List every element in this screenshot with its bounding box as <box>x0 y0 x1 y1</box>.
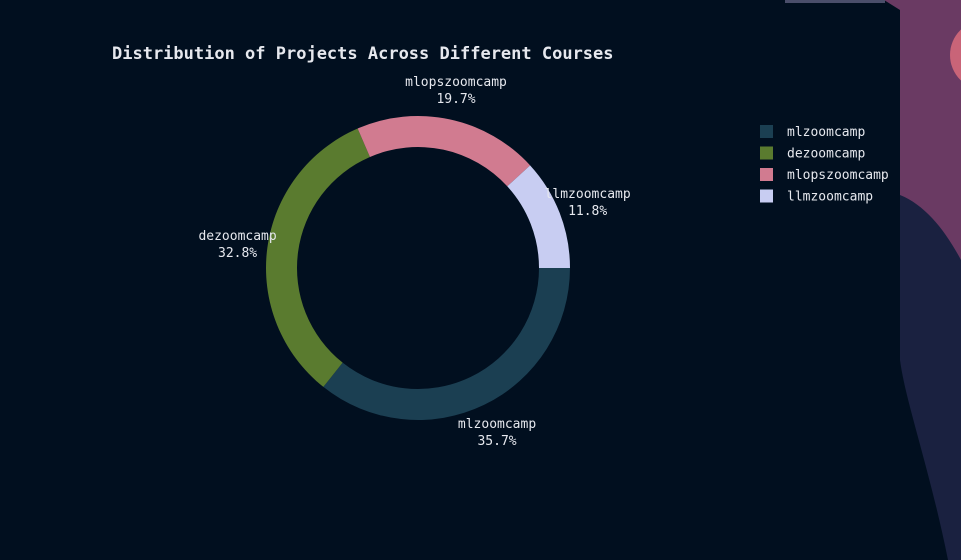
slice-label-name: mlopszoomcamp <box>405 75 507 90</box>
legend-label: llmzoomcamp <box>787 190 873 205</box>
donut-slice <box>357 116 531 187</box>
slice-label-value: 35.7% <box>477 434 516 449</box>
decor-shape <box>785 0 885 3</box>
slice-label: mlopszoomcamp 19.7% <box>405 75 507 107</box>
donut-slice <box>265 128 370 387</box>
slice-label: dezoomcamp 32.8% <box>198 229 276 261</box>
legend-swatch <box>760 168 773 181</box>
slice-label-name: dezoomcamp <box>198 229 276 244</box>
chart-title: Distribution of Projects Across Differen… <box>112 44 614 64</box>
slice-label-name: mlzoomcamp <box>458 417 536 432</box>
slice-label-value: 32.8% <box>218 246 257 261</box>
legend-label: dezoomcamp <box>787 147 865 162</box>
slice-label: llmzoomcamp 11.8% <box>545 187 631 219</box>
slice-label-name: llmzoomcamp <box>545 187 631 202</box>
slice-label: mlzoomcamp 35.7% <box>458 417 536 449</box>
legend-label: mlzoomcamp <box>787 125 865 140</box>
donut-slice <box>507 165 570 268</box>
slice-label-value: 11.8% <box>568 204 607 219</box>
legend-swatch <box>760 125 773 138</box>
legend-label: mlopszoomcamp <box>787 168 889 183</box>
decor-shape <box>950 29 961 81</box>
legend-swatch <box>760 189 773 203</box>
decor-shape <box>884 0 961 260</box>
legend-swatch <box>760 146 773 160</box>
donut-slice <box>323 268 570 421</box>
slice-label-value: 19.7% <box>436 92 475 107</box>
